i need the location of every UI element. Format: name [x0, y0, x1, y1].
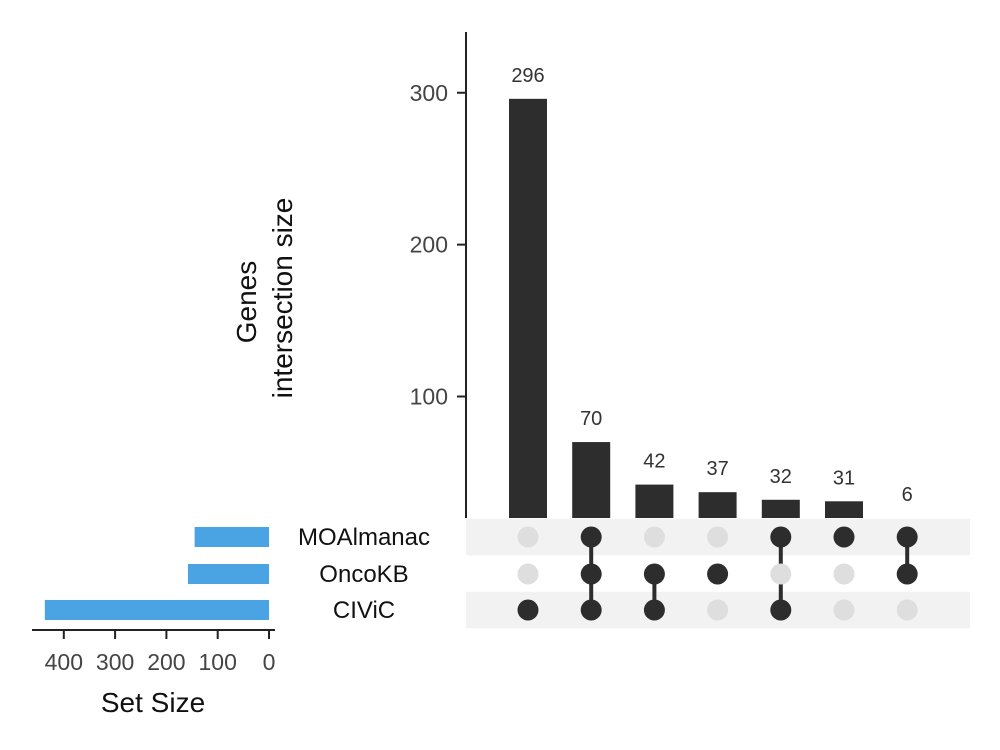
matrix-dot-active [580, 599, 602, 621]
matrix-dot-inactive [833, 599, 855, 621]
matrix-dot-active [833, 526, 855, 548]
matrix-dot-inactive [517, 526, 539, 548]
intersection-y-axis: 100 200 300 [410, 32, 467, 518]
set-labels: MOAlmanac OncoKB CIViC [298, 524, 430, 624]
x-tick-label: 400 [45, 649, 83, 675]
intersection-matrix [517, 526, 918, 621]
matrix-dot-inactive [707, 599, 729, 621]
intersection-bar-label: 42 [643, 451, 665, 473]
matrix-dot-active [707, 563, 729, 585]
intersection-bar-label: 31 [833, 467, 855, 489]
intersection-bar [761, 499, 800, 518]
matrix-dot-active [896, 526, 918, 548]
intersection-bar-label: 37 [706, 458, 728, 480]
y-tick-label: 300 [410, 80, 448, 106]
intersection-bar [698, 492, 737, 518]
matrix-dot-active [580, 563, 602, 585]
intersection-bar [825, 501, 863, 518]
set-size-bar [44, 600, 269, 620]
matrix-dot-active [517, 599, 539, 621]
x-tick-label: 300 [96, 649, 134, 675]
intersection-bar-label: 296 [511, 65, 544, 87]
matrix-dot-active [770, 526, 792, 548]
set-label: OncoKB [319, 561, 408, 588]
intersection-bars [509, 98, 863, 518]
intersection-bar-labels: 296 70 42 37 32 31 6 [511, 65, 912, 506]
x-tick-label: 200 [147, 649, 185, 675]
matrix-dot-inactive [707, 526, 729, 548]
matrix-dot-active [643, 599, 665, 621]
set-size-title: Set Size [101, 687, 205, 718]
matrix-dot-inactive [643, 526, 665, 548]
intersection-bar-label: 6 [902, 484, 913, 506]
y-tick-label: 100 [410, 384, 448, 410]
x-tick-label: 100 [199, 649, 237, 675]
set-size-bars [44, 527, 269, 620]
set-label: MOAlmanac [298, 524, 430, 551]
matrix-dot-inactive [896, 599, 918, 621]
y-tick-label: 200 [410, 232, 448, 258]
x-tick-label: 0 [263, 649, 276, 675]
matrix-dot-active [643, 563, 665, 585]
intersection-bar [635, 484, 674, 518]
matrix-dot-active [580, 526, 602, 548]
matrix-dot-inactive [833, 563, 855, 585]
set-size-x-axis: 400 300 200 100 0 [32, 629, 276, 675]
matrix-dot-active [770, 599, 792, 621]
y-axis-title-line1: Genes [231, 261, 262, 344]
set-size-bar [187, 564, 269, 584]
intersection-bar [509, 98, 547, 518]
y-axis-title-line2: intersection size [267, 198, 298, 399]
set-size-bar [194, 527, 269, 547]
matrix-dot-inactive [517, 563, 539, 585]
intersection-bar [572, 442, 611, 518]
intersection-bar-label: 32 [770, 466, 792, 488]
matrix-dot-inactive [770, 563, 792, 585]
matrix-dot-active [896, 563, 918, 585]
set-label: CIViC [333, 597, 395, 624]
intersection-bar-label: 70 [580, 408, 602, 430]
